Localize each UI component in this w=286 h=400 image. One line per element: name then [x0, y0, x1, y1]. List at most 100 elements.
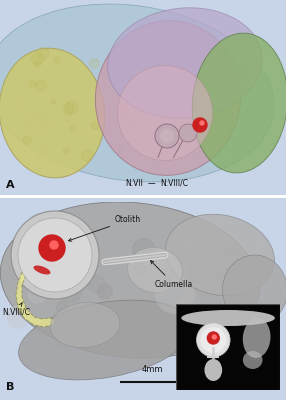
Circle shape [31, 53, 43, 65]
Circle shape [34, 46, 43, 56]
Circle shape [31, 244, 48, 261]
Circle shape [177, 303, 187, 312]
Circle shape [56, 331, 73, 348]
Circle shape [92, 308, 112, 328]
Circle shape [57, 302, 68, 313]
Circle shape [104, 19, 116, 32]
Text: N.VIII/C: N.VIII/C [160, 179, 188, 188]
Circle shape [88, 276, 106, 293]
Circle shape [207, 332, 219, 344]
Circle shape [189, 226, 196, 233]
Circle shape [229, 255, 252, 278]
Circle shape [39, 235, 65, 261]
Circle shape [155, 124, 179, 148]
Circle shape [148, 252, 154, 258]
Circle shape [59, 280, 82, 303]
Circle shape [119, 283, 138, 302]
Circle shape [188, 260, 211, 283]
Circle shape [207, 123, 218, 134]
Circle shape [37, 116, 51, 129]
Circle shape [122, 320, 128, 326]
Circle shape [246, 302, 268, 323]
Circle shape [179, 124, 197, 142]
Circle shape [220, 90, 227, 96]
Circle shape [178, 292, 201, 316]
Circle shape [151, 106, 155, 111]
Circle shape [225, 245, 245, 265]
Circle shape [136, 45, 150, 59]
Circle shape [136, 67, 148, 80]
Circle shape [185, 302, 192, 308]
Circle shape [27, 109, 35, 116]
Circle shape [112, 326, 123, 337]
Circle shape [133, 239, 154, 260]
Text: B: B [6, 382, 14, 392]
Ellipse shape [223, 255, 286, 325]
Circle shape [35, 156, 40, 161]
Circle shape [126, 118, 133, 125]
Circle shape [85, 123, 100, 138]
Circle shape [65, 101, 78, 114]
Circle shape [193, 118, 207, 132]
Ellipse shape [155, 276, 195, 314]
Circle shape [51, 100, 56, 104]
Circle shape [160, 256, 171, 268]
Circle shape [35, 60, 41, 66]
Ellipse shape [95, 21, 241, 175]
Circle shape [133, 100, 138, 104]
Circle shape [47, 261, 65, 279]
Circle shape [43, 146, 48, 151]
Circle shape [35, 81, 46, 91]
Circle shape [54, 58, 60, 63]
Circle shape [91, 122, 99, 130]
Ellipse shape [118, 66, 212, 160]
Circle shape [24, 248, 39, 263]
Circle shape [195, 260, 212, 277]
Text: N.VIII/C: N.VIII/C [2, 302, 30, 316]
Text: A: A [6, 180, 15, 190]
Circle shape [118, 146, 123, 151]
Circle shape [102, 64, 118, 80]
Circle shape [200, 327, 226, 353]
Circle shape [198, 150, 202, 154]
Ellipse shape [0, 202, 260, 358]
Circle shape [25, 118, 38, 131]
Circle shape [64, 115, 72, 122]
Circle shape [98, 284, 112, 299]
Circle shape [7, 306, 29, 328]
Circle shape [228, 156, 233, 161]
Circle shape [33, 111, 47, 125]
Ellipse shape [243, 351, 263, 369]
Circle shape [184, 242, 191, 249]
Circle shape [29, 80, 36, 87]
Circle shape [182, 149, 189, 156]
Ellipse shape [181, 310, 275, 326]
Circle shape [192, 79, 200, 87]
Ellipse shape [204, 359, 222, 381]
Circle shape [148, 252, 159, 264]
Circle shape [104, 259, 111, 266]
Circle shape [63, 104, 74, 114]
Circle shape [203, 76, 212, 85]
Circle shape [197, 308, 216, 327]
Circle shape [18, 218, 92, 292]
Circle shape [196, 323, 230, 357]
Circle shape [89, 58, 99, 68]
Circle shape [194, 277, 204, 286]
Circle shape [219, 135, 228, 144]
Circle shape [237, 32, 248, 43]
Circle shape [37, 47, 49, 59]
Circle shape [41, 45, 49, 53]
Circle shape [211, 236, 233, 258]
Text: —: — [147, 179, 155, 188]
Circle shape [18, 100, 25, 106]
Circle shape [200, 121, 204, 125]
Circle shape [160, 86, 167, 93]
Circle shape [160, 277, 171, 288]
Circle shape [106, 71, 110, 75]
Circle shape [17, 269, 27, 279]
Circle shape [121, 315, 134, 328]
Circle shape [23, 136, 31, 144]
Circle shape [28, 285, 46, 303]
Circle shape [235, 148, 240, 154]
